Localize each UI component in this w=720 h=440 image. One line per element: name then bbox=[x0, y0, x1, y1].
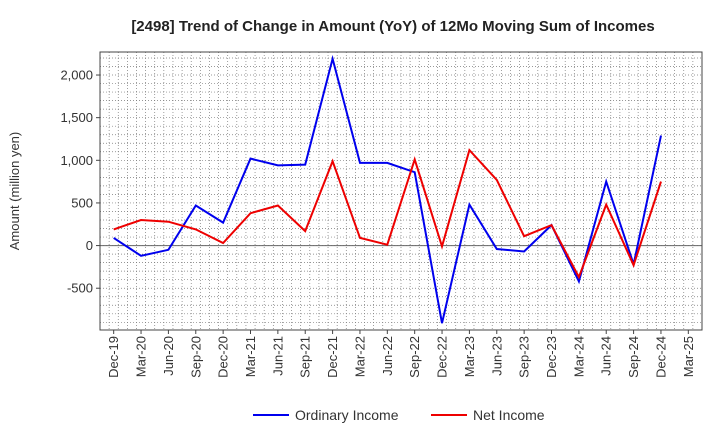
x-tick-label: Mar-23 bbox=[462, 336, 477, 377]
y-axis-label: Amount (million yen) bbox=[7, 132, 22, 251]
x-tick-label: Sep-22 bbox=[407, 336, 422, 378]
x-tick-label: Jun-20 bbox=[161, 336, 176, 376]
x-tick-label: Dec-21 bbox=[325, 336, 340, 378]
x-tick-label: Mar-22 bbox=[352, 336, 367, 377]
x-tick-label: Dec-20 bbox=[216, 336, 231, 378]
plot-border bbox=[99, 51, 703, 331]
x-tick-label: Jun-21 bbox=[270, 336, 285, 376]
y-tick-label: 0 bbox=[86, 238, 93, 253]
x-tick-label: Sep-24 bbox=[626, 336, 641, 378]
y-tick-label: -500 bbox=[67, 281, 93, 296]
x-tick-label: Dec-22 bbox=[435, 336, 450, 378]
chart-title: [2498] Trend of Change in Amount (YoY) o… bbox=[131, 18, 654, 35]
legend-label: Ordinary Income bbox=[295, 407, 399, 423]
x-tick-label: Dec-19 bbox=[106, 336, 121, 378]
series-line-net-income bbox=[113, 148, 662, 280]
series-line-ordinary-income bbox=[113, 54, 662, 324]
x-tick-label: Jun-23 bbox=[489, 336, 504, 376]
y-tick-labels: -500 0 500 1,000 1,500 2,000 bbox=[60, 68, 100, 296]
x-tick-label: Mar-20 bbox=[134, 336, 149, 377]
y-tick-label: 500 bbox=[71, 195, 93, 210]
series-lines bbox=[113, 54, 662, 324]
x-tick-label: Sep-20 bbox=[188, 336, 203, 378]
y-tick-label: 2,000 bbox=[60, 68, 93, 83]
legend-label: Net Income bbox=[473, 407, 545, 423]
legend: Ordinary Income Net Income bbox=[253, 407, 545, 423]
y-tick-label: 1,000 bbox=[60, 153, 93, 168]
x-tick-label: Mar-25 bbox=[681, 336, 696, 377]
y-tick-label: 1,500 bbox=[60, 110, 93, 125]
x-tick-label: Jun-22 bbox=[380, 336, 395, 376]
x-tick-labels: Dec-19 Mar-20 Jun-20 Sep-20 Dec-20 Mar-21 Jun-… bbox=[106, 330, 696, 378]
x-tick-label: Dec-24 bbox=[653, 336, 668, 378]
x-tick-label: Sep-21 bbox=[298, 336, 313, 378]
x-tick-label: Sep-23 bbox=[517, 336, 532, 378]
x-tick-label: Mar-21 bbox=[243, 336, 258, 377]
x-tick-label: Mar-24 bbox=[571, 336, 586, 377]
x-tick-label: Dec-23 bbox=[544, 336, 559, 378]
x-tick-label: Jun-24 bbox=[599, 336, 614, 376]
